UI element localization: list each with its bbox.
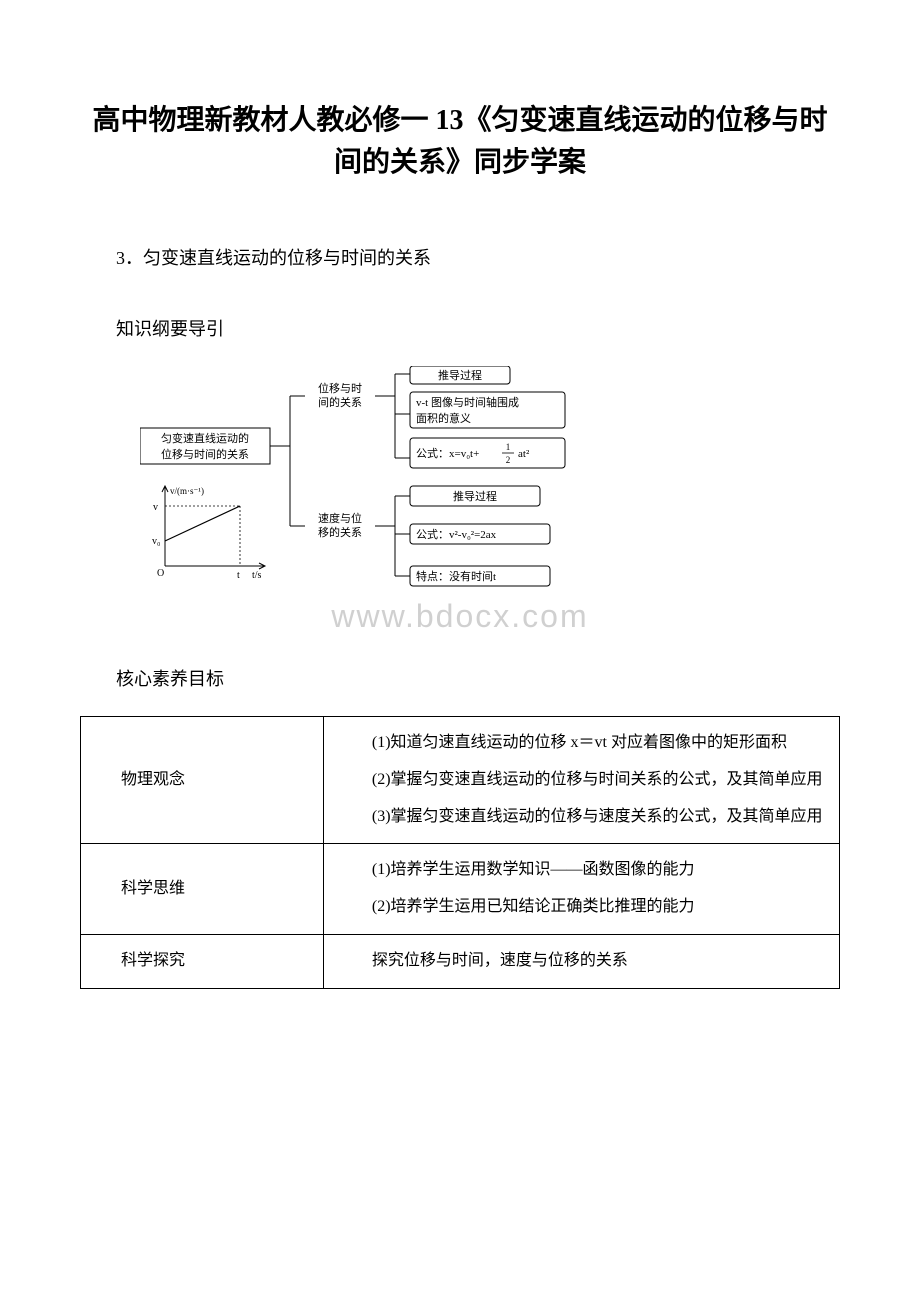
goals-row-0-right: (1)知道匀速直线运动的位移 x＝vt 对应着图像中的矩形面积 (2)掌握匀变速… bbox=[323, 717, 839, 844]
section-2-heading: 核心素养目标 bbox=[80, 665, 840, 691]
goals-row-1-right: (1)培养学生运用数学知识——函数图像的能力 (2)培养学生运用已知结论正确类比… bbox=[323, 844, 839, 935]
goal-item: (2)掌握匀变速直线运动的位移与时间关系的公式，及其简单应用 bbox=[340, 766, 823, 795]
goals-row-2-left: 科学探究 bbox=[81, 934, 324, 988]
b1-item3-suffix: at² bbox=[518, 448, 530, 460]
b1-item3-frac-den: 2 bbox=[506, 455, 511, 465]
main-box-line1: 匀变速直线运动的 bbox=[161, 431, 249, 445]
branch2-label-line1: 速度与位 bbox=[318, 511, 362, 525]
goal-item: (1)培养学生运用数学知识——函数图像的能力 bbox=[340, 856, 823, 885]
b1-item1: 推导过程 bbox=[438, 368, 482, 382]
table-row: 物理观念 (1)知道匀速直线运动的位移 x＝vt 对应着图像中的矩形面积 (2)… bbox=[81, 717, 840, 844]
b2-item1: 推导过程 bbox=[453, 489, 497, 503]
graph-x-axis-label: t/s bbox=[252, 570, 262, 581]
b1-item2-line2: 面积的意义 bbox=[416, 411, 471, 425]
goals-row-2-right: 探究位移与时间，速度与位移的关系 bbox=[323, 934, 839, 988]
graph-t: t bbox=[237, 570, 240, 581]
goal-item: (1)知道匀速直线运动的位移 x＝vt 对应着图像中的矩形面积 bbox=[340, 729, 823, 758]
branch2-label-line2: 移的关系 bbox=[318, 525, 362, 539]
goals-row-1-left: 科学思维 bbox=[81, 844, 324, 935]
branch1-label-line2: 间的关系 bbox=[318, 395, 362, 409]
diagram-svg: 匀变速直线运动的 位移与时间的关系 v/(m·s⁻¹) v v₀ O t t/s bbox=[140, 366, 660, 596]
graph-v-point: v bbox=[153, 502, 158, 513]
page-title: 高中物理新教材人教必修一 13《匀变速直线运动的位移与时间的关系》同步学案 bbox=[80, 100, 840, 184]
b2-item3: 特点：没有时间t bbox=[416, 569, 496, 583]
watermark: www.bdocx.com bbox=[80, 598, 840, 635]
goal-item: (2)培养学生运用已知结论正确类比推理的能力 bbox=[340, 893, 823, 922]
b1-item3-frac-num: 1 bbox=[506, 442, 511, 452]
subtitle: 3．匀变速直线运动的位移与时间的关系 bbox=[80, 244, 840, 270]
b1-item3-prefix: 公式：x=v₀t+ bbox=[416, 447, 479, 460]
main-box-line2: 位移与时间的关系 bbox=[161, 447, 249, 461]
graph-origin: O bbox=[157, 568, 164, 579]
table-row: 科学思维 (1)培养学生运用数学知识——函数图像的能力 (2)培养学生运用已知结… bbox=[81, 844, 840, 935]
goal-item: (3)掌握匀变速直线运动的位移与速度关系的公式，及其简单应用 bbox=[340, 803, 823, 832]
b2-item2: 公式：v²-v₀²=2ax bbox=[416, 528, 497, 541]
table-row: 科学探究 探究位移与时间，速度与位移的关系 bbox=[81, 934, 840, 988]
goals-table-body: 物理观念 (1)知道匀速直线运动的位移 x＝vt 对应着图像中的矩形面积 (2)… bbox=[81, 717, 840, 989]
section-1-heading: 知识纲要导引 bbox=[80, 315, 840, 341]
b1-item2-line1: v-t 图像与时间轴围成 bbox=[416, 395, 519, 409]
graph-y-axis-label: v/(m·s⁻¹) bbox=[170, 486, 204, 496]
branch1-label-line1: 位移与时 bbox=[318, 381, 362, 395]
graph-v0: v₀ bbox=[152, 536, 161, 547]
goals-row-0-left: 物理观念 bbox=[81, 717, 324, 844]
vt-graph: v/(m·s⁻¹) v v₀ O t t/s bbox=[152, 486, 265, 581]
goals-table: 物理观念 (1)知道匀速直线运动的位移 x＝vt 对应着图像中的矩形面积 (2)… bbox=[80, 716, 840, 989]
goal-item: 探究位移与时间，速度与位移的关系 bbox=[340, 947, 823, 976]
knowledge-diagram: 匀变速直线运动的 位移与时间的关系 v/(m·s⁻¹) v v₀ O t t/s bbox=[140, 366, 840, 596]
